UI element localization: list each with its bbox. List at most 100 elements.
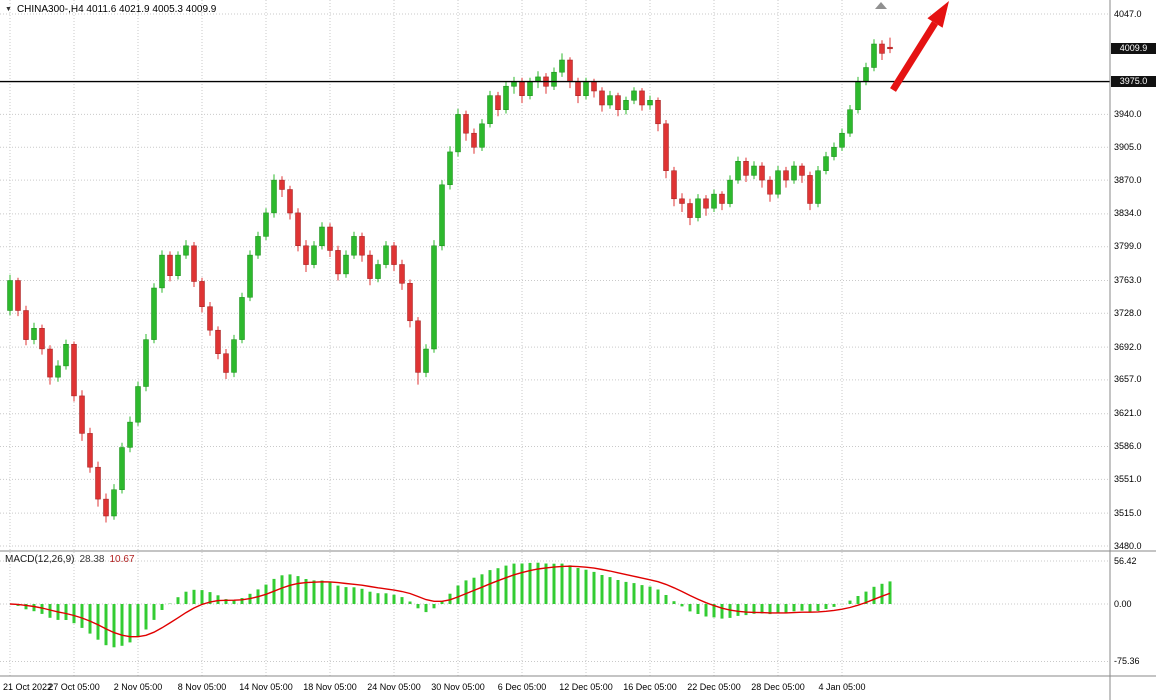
candle-down	[639, 90, 645, 106]
price-axis-label: 3763.0	[1114, 275, 1142, 285]
candle-down	[327, 226, 333, 251]
candle-up	[447, 151, 453, 185]
candle-down	[591, 81, 597, 92]
candle-down	[399, 264, 405, 284]
macd-axis-label: 0.00	[1114, 598, 1132, 609]
candle-down	[79, 395, 85, 434]
macd-indicator-label: MACD(12,26,9) 28.38 10.67	[5, 554, 135, 565]
candle-down	[767, 179, 773, 195]
candle-down	[335, 250, 341, 275]
candle-up	[135, 386, 141, 423]
time-axis-label: 16 Dec 05:00	[623, 682, 677, 692]
candle-up	[159, 254, 165, 289]
price-axis-label: 3586.0	[1114, 441, 1142, 451]
candle-up	[527, 81, 533, 96]
price-axis-label: 3480.0	[1114, 540, 1142, 551]
candle-up	[231, 339, 237, 373]
chevron-down-icon[interactable]: ▼	[5, 5, 12, 13]
candle-down	[743, 161, 749, 176]
candle-up	[239, 297, 245, 340]
macd-axis-label: -75.36	[1114, 655, 1140, 666]
price-axis-label: 3834.0	[1114, 208, 1142, 219]
time-axis-label: 30 Nov 05:00	[431, 682, 485, 692]
candle-up	[855, 81, 861, 110]
candle-up	[383, 245, 389, 265]
trend-arrow-head[interactable]	[927, 1, 949, 28]
candle-down	[679, 198, 685, 204]
price-badge: 3975.0	[1111, 76, 1156, 88]
time-axis-label: 14 Nov 05:00	[239, 682, 293, 692]
candle-up	[31, 328, 37, 340]
time-axis-label: 27 Oct 05:00	[48, 682, 100, 692]
time-axis-label: 12 Dec 05:00	[559, 682, 613, 692]
candle-down	[407, 283, 413, 322]
candle-up	[143, 339, 149, 387]
candle-up	[439, 184, 445, 247]
candle-up	[823, 156, 829, 171]
candle-up	[111, 489, 117, 517]
candle-up	[319, 226, 325, 247]
candle-up	[791, 165, 797, 181]
candle-up	[503, 85, 509, 110]
price-badge: 4009.9	[1111, 43, 1156, 55]
price-axis-label: 3870.0	[1114, 174, 1142, 185]
candle-up	[871, 43, 877, 68]
candle-up	[559, 59, 565, 73]
macd-main-value: 28.38	[79, 554, 105, 565]
candle-down	[279, 179, 285, 190]
candle-up	[831, 146, 837, 157]
candle-down	[615, 95, 621, 110]
price-axis-label: 3799.0	[1114, 241, 1142, 252]
trend-arrow-shaft[interactable]	[890, 21, 938, 92]
candle-up	[623, 100, 629, 110]
candle-up	[551, 71, 557, 87]
price-axis-label: 3657.0	[1114, 374, 1142, 385]
price-axis-label: 3621.0	[1114, 408, 1142, 419]
candle-up	[183, 245, 189, 256]
time-axis-label: 6 Dec 05:00	[497, 682, 547, 692]
candle-down	[303, 245, 309, 265]
macd-signal-line	[9, 565, 891, 638]
candle-down	[295, 212, 301, 246]
candle-up	[847, 109, 853, 134]
candle-up	[863, 67, 869, 82]
candle-up	[271, 179, 277, 214]
time-axis-label: 28 Dec 05:00	[751, 682, 805, 692]
candle-up	[839, 132, 845, 148]
candle-down	[215, 329, 221, 354]
candle-down	[103, 498, 109, 517]
candle-down	[671, 170, 677, 200]
candle-down	[703, 198, 709, 209]
candle-down	[39, 328, 45, 350]
candle-down	[599, 90, 605, 106]
time-axis-label: 21 Oct 2022	[3, 682, 53, 692]
candle-down	[207, 306, 213, 331]
candle-up	[727, 179, 733, 204]
candle-down	[783, 170, 789, 181]
macd-axis-label: 56.42	[1114, 555, 1137, 566]
symbol-ohlc-label: CHINA300-,H4 4011.6 4021.9 4005.3 4009.9	[16, 4, 217, 15]
candle-up	[375, 264, 381, 279]
candle-up	[583, 81, 589, 96]
price-axis-label: 3728.0	[1114, 307, 1142, 318]
candle-up	[607, 95, 613, 106]
candle-down	[415, 320, 421, 373]
candle-up	[351, 236, 357, 256]
candle-up	[431, 245, 437, 350]
candle-up	[119, 447, 125, 490]
price-axis-label: 3692.0	[1114, 341, 1142, 352]
candle-up	[751, 165, 757, 176]
price-axis-label: 3940.0	[1114, 108, 1142, 119]
candle-up	[423, 348, 429, 373]
candle-down	[567, 59, 573, 82]
candle-up	[311, 245, 317, 265]
candle-down	[799, 165, 805, 176]
candle-down	[287, 189, 293, 214]
candle-down	[879, 43, 885, 54]
candle-up	[487, 95, 493, 124]
candle-up	[247, 254, 253, 298]
candle-down	[471, 132, 477, 148]
candle-up	[815, 170, 821, 204]
price-axis-label: 4047.0	[1114, 8, 1142, 19]
